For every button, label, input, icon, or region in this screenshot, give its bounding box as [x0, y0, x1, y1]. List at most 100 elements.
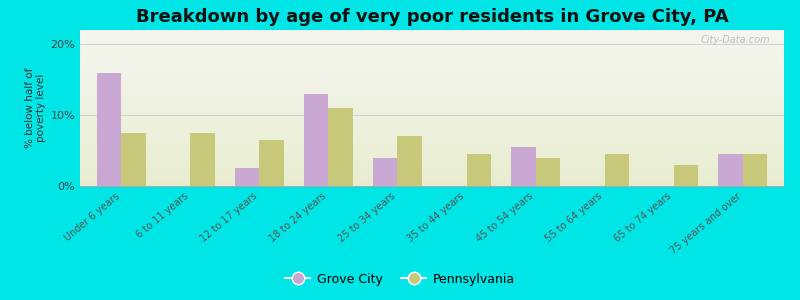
Bar — [80, 102, 784, 103]
Bar — [718, 154, 742, 186]
Bar — [80, 39, 784, 41]
Bar — [80, 183, 784, 184]
Bar — [80, 148, 784, 150]
Bar — [80, 95, 784, 97]
Bar — [80, 156, 784, 158]
Bar — [80, 167, 784, 169]
Bar — [80, 82, 784, 83]
Bar — [80, 128, 784, 130]
Bar — [80, 184, 784, 186]
Bar — [466, 154, 490, 186]
Bar — [80, 63, 784, 64]
Bar — [674, 165, 698, 186]
Bar — [80, 44, 784, 46]
Bar — [80, 36, 784, 38]
Bar — [80, 130, 784, 131]
Bar — [605, 154, 629, 186]
Bar — [80, 139, 784, 141]
Bar — [80, 116, 784, 117]
Bar — [80, 49, 784, 50]
Bar — [80, 80, 784, 82]
Bar — [80, 53, 784, 55]
Bar — [80, 181, 784, 183]
Bar — [80, 180, 784, 181]
Bar — [80, 56, 784, 58]
Bar — [80, 43, 784, 44]
Bar — [80, 64, 784, 66]
Bar — [374, 158, 398, 186]
Bar — [80, 85, 784, 86]
Bar — [80, 150, 784, 152]
Bar — [80, 163, 784, 164]
Bar — [80, 106, 784, 108]
Bar — [80, 119, 784, 121]
Bar — [80, 146, 784, 147]
Bar — [80, 75, 784, 77]
Bar — [535, 158, 560, 186]
Bar — [80, 131, 784, 133]
Bar — [80, 89, 784, 91]
Bar — [80, 68, 784, 69]
Bar — [80, 166, 784, 167]
Bar — [235, 168, 259, 186]
Title: Breakdown by age of very poor residents in Grove City, PA: Breakdown by age of very poor residents … — [136, 8, 728, 26]
Bar — [80, 41, 784, 43]
Bar — [80, 134, 784, 136]
Bar — [80, 47, 784, 49]
Bar — [80, 158, 784, 160]
Bar — [80, 110, 784, 111]
Bar — [80, 74, 784, 75]
Bar — [80, 147, 784, 148]
Bar — [80, 164, 784, 166]
Bar — [80, 52, 784, 53]
Legend: Grove City, Pennsylvania: Grove City, Pennsylvania — [280, 268, 520, 291]
Bar — [80, 114, 784, 116]
Bar — [329, 108, 353, 186]
Bar — [80, 66, 784, 68]
Bar — [80, 122, 784, 124]
Bar — [80, 177, 784, 178]
Bar — [80, 60, 784, 61]
Bar — [80, 92, 784, 94]
Bar — [80, 77, 784, 78]
Bar — [304, 94, 329, 186]
Bar — [80, 70, 784, 72]
Bar — [80, 111, 784, 113]
Bar — [80, 30, 784, 31]
Bar — [80, 153, 784, 155]
Bar — [80, 136, 784, 138]
Bar — [80, 33, 784, 35]
Bar — [80, 178, 784, 180]
Bar — [80, 58, 784, 60]
Bar — [80, 32, 784, 33]
Bar — [80, 50, 784, 52]
Bar — [80, 105, 784, 106]
Bar — [80, 175, 784, 177]
Bar — [80, 108, 784, 110]
Bar — [80, 160, 784, 161]
Bar — [80, 161, 784, 163]
Bar — [80, 97, 784, 99]
Bar — [80, 35, 784, 36]
Bar — [80, 173, 784, 175]
Bar — [80, 127, 784, 128]
Bar — [80, 169, 784, 170]
Bar — [80, 100, 784, 102]
Bar — [80, 99, 784, 100]
Bar — [80, 83, 784, 85]
Bar — [80, 72, 784, 74]
Bar — [80, 133, 784, 134]
Bar — [80, 138, 784, 139]
Bar — [80, 69, 784, 70]
Bar — [80, 46, 784, 47]
Bar — [80, 91, 784, 92]
Bar — [80, 144, 784, 146]
Bar — [80, 142, 784, 144]
Bar — [80, 86, 784, 88]
Text: City-Data.com: City-Data.com — [700, 35, 770, 45]
Bar — [80, 88, 784, 89]
Bar — [80, 38, 784, 39]
Bar — [511, 147, 535, 186]
Bar — [80, 152, 784, 153]
Bar — [80, 103, 784, 105]
